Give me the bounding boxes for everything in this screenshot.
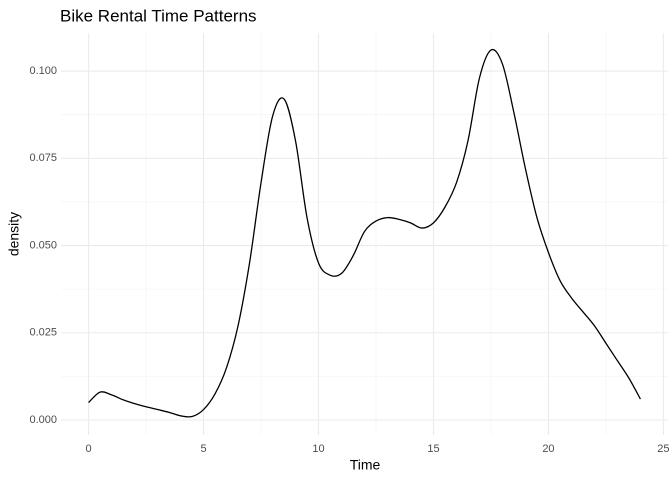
x-tick-label: 25 — [657, 443, 669, 455]
y-tick-label: 0.075 — [29, 152, 57, 164]
y-tick-label: 0.025 — [29, 327, 57, 339]
y-tick-label: 0.100 — [29, 65, 57, 77]
x-tick-label: 10 — [312, 443, 324, 455]
density-line — [88, 48, 641, 418]
x-tick-label: 15 — [427, 443, 439, 455]
x-tick-label: 0 — [86, 443, 92, 455]
x-tick-label: 5 — [200, 443, 206, 455]
y-tick-label: 0.000 — [29, 414, 57, 426]
chart-title: Bike Rental Time Patterns — [60, 6, 257, 25]
y-axis-label: density — [6, 212, 22, 256]
x-tick-label: 20 — [542, 443, 554, 455]
x-axis-label: Time — [350, 457, 381, 473]
y-tick-label: 0.050 — [29, 239, 57, 251]
